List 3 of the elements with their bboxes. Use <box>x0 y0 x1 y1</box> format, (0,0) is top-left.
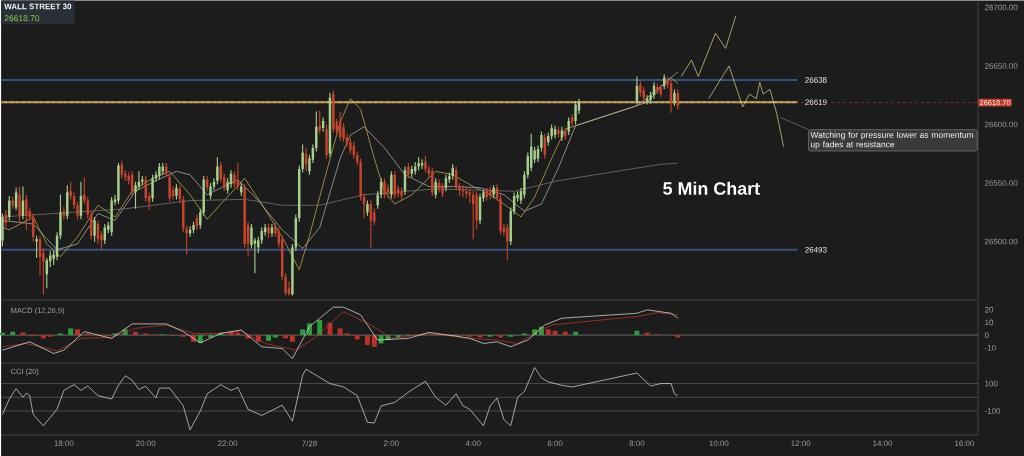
annotation: 5 Min Chart <box>663 181 760 195</box>
text: 26618.70 <box>4 15 40 22</box>
annotation: Watching for pressure lower as momentum up fades at resistance <box>810 131 974 150</box>
